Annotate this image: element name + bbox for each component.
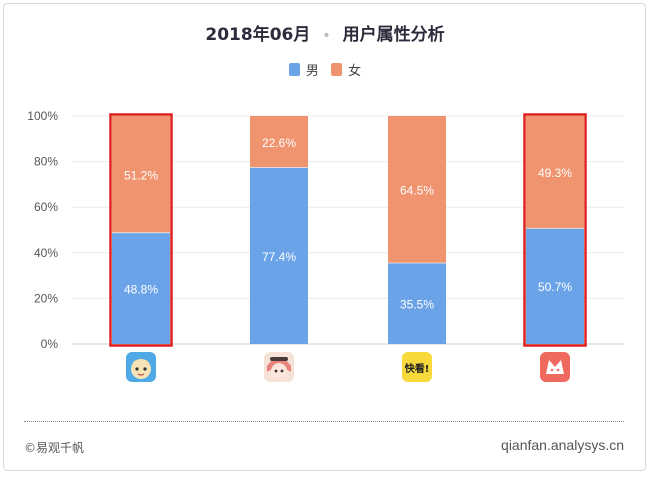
legend-swatch-female xyxy=(331,63,343,76)
data-label-female: 49.3% xyxy=(538,166,572,180)
app-icon-1 xyxy=(126,352,156,382)
legend-swatch-male xyxy=(288,63,300,76)
y-tick-label: 40% xyxy=(34,246,58,260)
data-label-female: 22.6% xyxy=(262,136,296,150)
app-icon-3: 快看! xyxy=(402,352,432,382)
footer-site[interactable]: qianfan.analysys.cn xyxy=(501,437,624,453)
legend-label-male: 男 xyxy=(305,64,319,79)
data-label-male: 77.4% xyxy=(262,250,296,264)
y-tick-label: 20% xyxy=(34,291,58,305)
highlight-box xyxy=(523,113,587,347)
bar-male xyxy=(388,263,446,344)
app-icon-3-logo: 快看! xyxy=(404,362,430,375)
bar-male xyxy=(526,228,584,344)
bar-female xyxy=(250,116,308,168)
bar-female xyxy=(112,116,170,233)
bar-female xyxy=(526,116,584,229)
title-subtitle: 用户属性分析 xyxy=(342,25,445,45)
highlight-box xyxy=(109,113,173,347)
legend-item-female[interactable]: 女 xyxy=(331,60,361,79)
y-tick-label: 80% xyxy=(34,155,58,169)
app-icon-4 xyxy=(540,352,570,382)
bar-female xyxy=(388,116,446,264)
data-label-male: 50.7% xyxy=(538,280,572,294)
data-label-male: 35.5% xyxy=(400,298,434,312)
bar-male xyxy=(250,167,308,344)
legend-item-male[interactable]: 男 xyxy=(288,60,319,79)
data-label-female: 64.5% xyxy=(400,184,434,198)
chart-title: 2018年06月 • 用户属性分析 xyxy=(0,20,650,45)
y-tick-label: 100% xyxy=(27,109,58,123)
y-tick-label: 60% xyxy=(34,200,58,214)
legend: 男 女 xyxy=(0,60,650,80)
footer-copyright: ©易观千帆 xyxy=(24,441,85,455)
footer-divider xyxy=(24,421,624,422)
title-date: 2018年06月 xyxy=(205,25,311,45)
app-icon-2 xyxy=(264,352,294,382)
title-separator: • xyxy=(322,28,331,44)
y-tick-label: 0% xyxy=(41,337,59,351)
bar-male xyxy=(112,232,170,344)
data-label-female: 51.2% xyxy=(124,168,158,182)
legend-label-female: 女 xyxy=(348,64,362,79)
data-label-male: 48.8% xyxy=(124,282,158,296)
